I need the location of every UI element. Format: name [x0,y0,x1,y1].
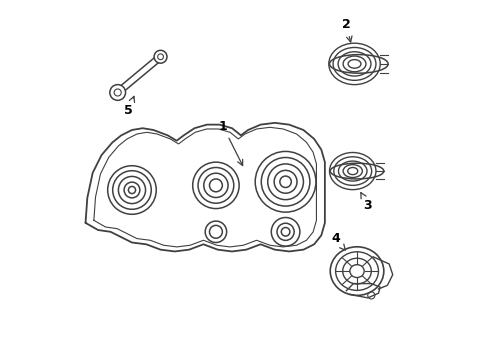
Text: 5: 5 [124,96,134,117]
Text: 3: 3 [360,193,371,212]
Text: 1: 1 [218,120,242,166]
Circle shape [110,85,125,100]
Circle shape [154,50,166,63]
Text: 2: 2 [341,18,351,42]
Polygon shape [115,54,163,95]
Text: 4: 4 [330,233,345,250]
